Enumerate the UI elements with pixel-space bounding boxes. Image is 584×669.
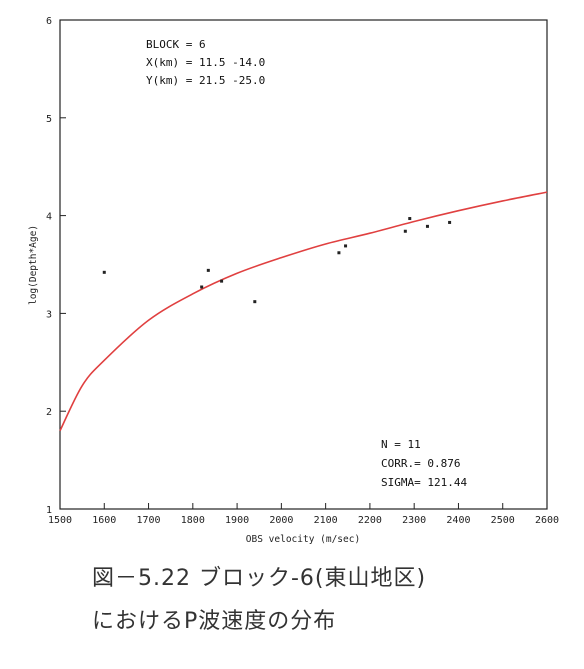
data-points (102, 217, 452, 304)
y-tick-label: 2 (46, 407, 52, 418)
x-tick-label: 2500 (491, 515, 515, 526)
x-tick-label: 1700 (136, 515, 160, 526)
x-tick-label: 2300 (402, 515, 426, 526)
y-axis: 1 2 3 4 5 6 (46, 16, 66, 516)
figure-caption-line2: におけるP波速度の分布 (92, 609, 337, 634)
data-point (200, 285, 204, 289)
x-tick-label: 1900 (225, 515, 249, 526)
annotation-y-range: Y(km) = 21.5 -25.0 (146, 74, 265, 87)
x-tick-label: 2000 (269, 515, 293, 526)
y-tick-label: 4 (46, 212, 52, 223)
x-tick-label: 2400 (446, 515, 470, 526)
figure-caption-line1: 図－5.22 ブロック-6(東山地区) (92, 566, 427, 591)
annotation-sigma: SIGMA= 121.44 (381, 476, 467, 489)
annotation-x-range: X(km) = 11.5 -14.0 (146, 56, 265, 69)
annotation-block: BLOCK = 6 (146, 38, 206, 51)
x-tick-label: 2200 (358, 515, 382, 526)
annotation-corr: CORR.= 0.876 (381, 457, 460, 470)
data-point (425, 224, 429, 228)
x-axis: 1500 1600 1700 1800 1900 2000 2100 2200 2300 2400… (48, 503, 559, 526)
y-tick-label: 5 (46, 114, 52, 125)
data-point (403, 229, 407, 233)
data-point (448, 220, 452, 224)
data-point (102, 270, 106, 274)
data-point (253, 300, 257, 304)
data-point (344, 244, 348, 248)
y-tick-label: 6 (46, 16, 52, 27)
fit-curve (59, 191, 548, 432)
x-tick-label: 2600 (535, 515, 559, 526)
x-tick-label: 1600 (92, 515, 116, 526)
x-tick-label: 1500 (48, 515, 72, 526)
plot-frame (59, 19, 548, 510)
y-tick-label: 3 (46, 309, 52, 320)
x-tick-label: 1800 (181, 515, 205, 526)
y-axis-label: log(Depth*Age) (28, 225, 39, 305)
x-axis-label: OBS velocity (m/sec) (246, 534, 360, 545)
x-tick-label: 2100 (314, 515, 338, 526)
data-point (206, 268, 210, 272)
data-point (220, 279, 224, 283)
data-point (337, 251, 341, 255)
annotation-n: N = 11 (381, 438, 421, 451)
scatter-chart: 1500 1600 1700 1800 1900 2000 2100 2200 2300 2400… (28, 16, 559, 545)
y-tick-label: 1 (46, 505, 52, 516)
data-point (408, 217, 412, 221)
